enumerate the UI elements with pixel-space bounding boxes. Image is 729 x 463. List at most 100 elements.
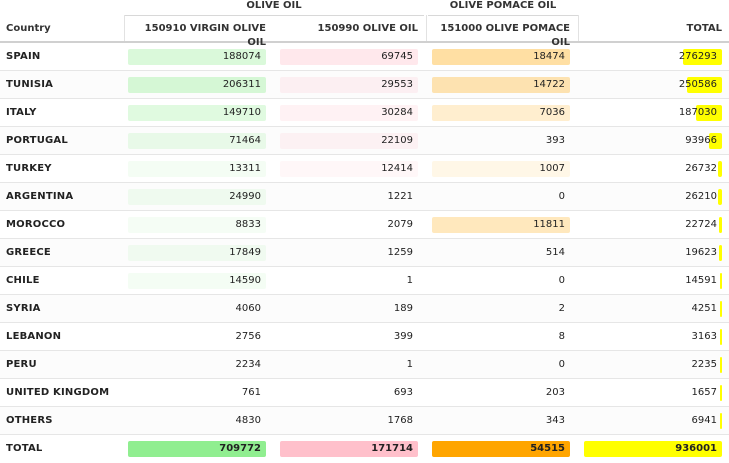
group-header-olive-oil: OLIVE OIL bbox=[124, 0, 424, 16]
total-bar bbox=[584, 441, 722, 457]
column-divider bbox=[578, 15, 579, 41]
total-cell: 93966 bbox=[584, 127, 722, 155]
virgin-cell: 761 bbox=[128, 379, 266, 407]
column-header-olive-pomace-oil[interactable]: 151000 OLIVE POMACE OIL bbox=[440, 23, 570, 48]
column-divider bbox=[124, 15, 125, 41]
pomace-bar bbox=[432, 441, 570, 457]
olive-cell: 1221 bbox=[280, 183, 418, 211]
country-cell: PORTUGAL bbox=[6, 135, 68, 146]
country-cell: TOTAL bbox=[6, 443, 43, 454]
table-row: TURKEY 13311 12414 1007 26732 bbox=[0, 155, 729, 183]
virgin-cell: 17849 bbox=[128, 239, 266, 267]
total-bar bbox=[718, 161, 722, 177]
virgin-value: 8833 bbox=[235, 219, 261, 230]
virgin-value: 2234 bbox=[235, 359, 261, 370]
total-bar bbox=[719, 245, 722, 261]
total-bar bbox=[719, 217, 722, 233]
pomace-cell: 1007 bbox=[432, 155, 570, 183]
pomace-cell: 0 bbox=[432, 351, 570, 379]
virgin-bar bbox=[128, 133, 266, 149]
total-cell: 3163 bbox=[584, 323, 722, 351]
total-bar bbox=[718, 189, 722, 205]
table-header: OLIVE OIL OLIVE POMACE OIL Country 15091… bbox=[0, 0, 729, 48]
virgin-value: 17849 bbox=[229, 247, 261, 258]
virgin-bar bbox=[128, 105, 266, 121]
olive-value: 2079 bbox=[387, 219, 413, 230]
table-row: UNITED KINGDOM 761 693 203 1657 bbox=[0, 379, 729, 407]
virgin-value: 14590 bbox=[229, 275, 261, 286]
column-header-olive-oil[interactable]: 150990 OLIVE OIL bbox=[317, 23, 418, 34]
country-cell: LEBANON bbox=[6, 331, 62, 342]
pomace-bar bbox=[432, 217, 570, 233]
virgin-bar bbox=[128, 245, 266, 261]
total-bar bbox=[683, 49, 722, 65]
total-cell: 2235 bbox=[584, 351, 722, 379]
olive-value: 69745 bbox=[381, 51, 413, 62]
total-bar bbox=[696, 105, 722, 121]
total-value: 6941 bbox=[691, 415, 717, 426]
total-cell: 14591 bbox=[584, 267, 722, 295]
olive-cell: 1 bbox=[280, 267, 418, 295]
olive-cell: 29553 bbox=[280, 71, 418, 99]
pomace-value: 7036 bbox=[539, 107, 565, 118]
olive-value: 1221 bbox=[387, 191, 413, 202]
pomace-value: 2 bbox=[558, 303, 565, 314]
pomace-value: 0 bbox=[558, 191, 565, 202]
pomace-value: 8 bbox=[558, 331, 565, 342]
column-divider bbox=[426, 15, 427, 41]
column-header-country[interactable]: Country bbox=[6, 23, 51, 34]
pomace-cell: 11811 bbox=[432, 211, 570, 239]
table-row: GREECE 17849 1259 514 19623 bbox=[0, 239, 729, 267]
pomace-value: 14722 bbox=[533, 79, 565, 90]
virgin-value: 4830 bbox=[235, 415, 261, 426]
virgin-cell: 2234 bbox=[128, 351, 266, 379]
virgin-bar bbox=[128, 77, 266, 93]
olive-bar bbox=[280, 161, 418, 177]
total-cell: 250586 bbox=[584, 71, 722, 99]
column-header-virgin-olive-oil[interactable]: 150910 VIRGIN OLIVE OIL bbox=[144, 23, 266, 48]
total-bar bbox=[709, 133, 722, 149]
pomace-cell: 54515 bbox=[432, 435, 570, 463]
total-bar bbox=[687, 77, 722, 93]
total-value: 26210 bbox=[685, 191, 717, 202]
total-value: 2235 bbox=[691, 359, 717, 370]
total-value: 276293 bbox=[678, 51, 717, 62]
total-cell: 187030 bbox=[584, 99, 722, 127]
pomace-cell: 343 bbox=[432, 407, 570, 435]
total-value: 4251 bbox=[691, 303, 717, 314]
total-cell: 26210 bbox=[584, 183, 722, 211]
olive-bar bbox=[280, 77, 418, 93]
olive-value: 1 bbox=[406, 275, 413, 286]
olive-value: 30284 bbox=[381, 107, 413, 118]
pomace-value: 343 bbox=[545, 415, 565, 426]
pomace-cell: 514 bbox=[432, 239, 570, 267]
pomace-cell: 393 bbox=[432, 127, 570, 155]
virgin-bar bbox=[128, 189, 266, 205]
pomace-value: 18474 bbox=[533, 51, 565, 62]
column-header-total[interactable]: TOTAL bbox=[686, 23, 722, 34]
total-cell: 6941 bbox=[584, 407, 722, 435]
pomace-value: 393 bbox=[545, 135, 565, 146]
virgin-value: 761 bbox=[241, 387, 261, 398]
country-cell: TUNISIA bbox=[6, 79, 54, 90]
pomace-cell: 18474 bbox=[432, 43, 570, 71]
olive-cell: 1768 bbox=[280, 407, 418, 435]
olive-cell: 171714 bbox=[280, 435, 418, 463]
olive-value: 693 bbox=[393, 387, 413, 398]
virgin-value: 2756 bbox=[235, 331, 261, 342]
total-cell: 4251 bbox=[584, 295, 722, 323]
table-row: PERU 2234 1 0 2235 bbox=[0, 351, 729, 379]
virgin-value: 71464 bbox=[229, 135, 261, 146]
virgin-cell: 709772 bbox=[128, 435, 266, 463]
olive-value: 171714 bbox=[371, 443, 413, 454]
olive-cell: 30284 bbox=[280, 99, 418, 127]
virgin-value: 206311 bbox=[222, 79, 261, 90]
pomace-cell: 0 bbox=[432, 183, 570, 211]
total-value: 1657 bbox=[691, 387, 717, 398]
table-row: PORTUGAL 71464 22109 393 93966 bbox=[0, 127, 729, 155]
virgin-bar bbox=[128, 217, 266, 233]
total-cell: 26732 bbox=[584, 155, 722, 183]
pomace-value: 54515 bbox=[530, 443, 565, 454]
total-bar bbox=[720, 385, 722, 401]
